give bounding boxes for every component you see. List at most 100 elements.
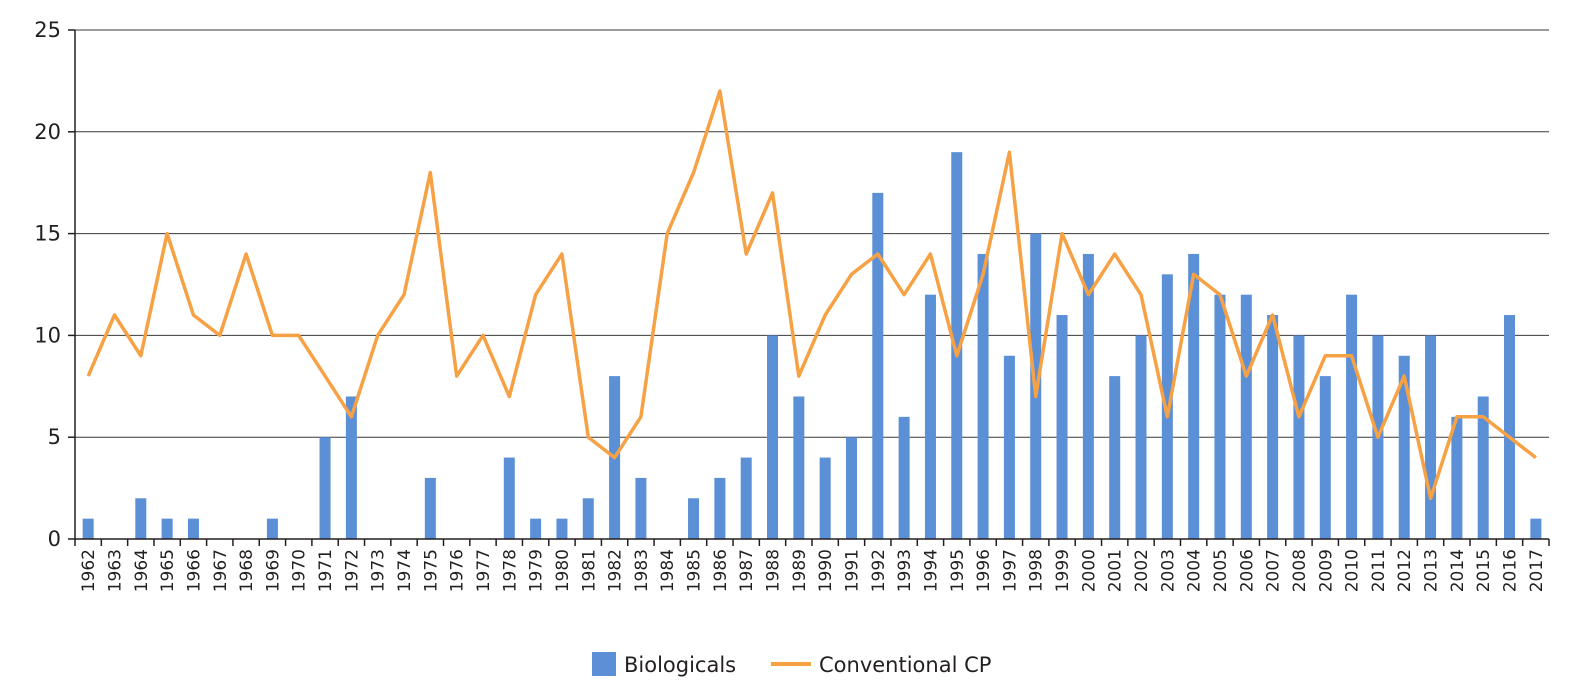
bar-1964 <box>135 498 147 539</box>
x-tick-label: 1989 <box>790 549 810 592</box>
bar-1986 <box>714 477 726 539</box>
x-tick-label: 2011 <box>1369 549 1389 592</box>
x-tick-label: 2000 <box>1079 549 1099 592</box>
x-axis-ticks: 1962 1963 1964 1965 1966 1967 1968 1969 1970 1971… <box>74 539 1550 592</box>
x-tick-label: 1995 <box>948 549 968 592</box>
bar-1990 <box>819 457 831 539</box>
bar-1989 <box>793 396 805 539</box>
bar-1988 <box>767 335 779 539</box>
bar-2008 <box>1293 335 1305 539</box>
legend-label-conventional-cp: Conventional CP <box>819 653 991 677</box>
bar-2016 <box>1504 315 1516 539</box>
x-tick-label: 1998 <box>1027 549 1047 592</box>
x-tick-label: 2002 <box>1132 549 1152 592</box>
bar-1962 <box>82 518 94 539</box>
x-tick-label: 2008 <box>1290 549 1310 592</box>
bar-2005 <box>1214 294 1226 539</box>
x-tick-label: 1990 <box>816 549 836 592</box>
x-tick-label: 2013 <box>1422 549 1442 592</box>
bar-2012 <box>1398 355 1410 539</box>
bar-1980 <box>556 518 568 539</box>
x-tick-label: 1977 <box>474 549 494 592</box>
bar-1997 <box>1003 355 1015 539</box>
x-tick-label: 1976 <box>448 549 468 592</box>
y-tick-label: 20 <box>34 120 61 144</box>
x-tick-label: 1994 <box>921 549 941 592</box>
bar-2010 <box>1346 294 1358 539</box>
x-tick-label: 1996 <box>974 549 994 592</box>
x-tick-label: 2006 <box>1237 549 1257 592</box>
x-tick-label: 1973 <box>369 549 389 592</box>
x-tick-label: 2010 <box>1343 549 1363 592</box>
x-tick-label: 1997 <box>1000 549 1020 592</box>
bar-2003 <box>1161 274 1173 539</box>
x-tick-label: 2004 <box>1185 549 1205 592</box>
bar-2004 <box>1188 253 1200 539</box>
x-tick-label: 1962 <box>79 549 99 592</box>
y-tick-label: 5 <box>48 425 61 449</box>
x-tick-label: 1979 <box>527 549 547 592</box>
bar-1995 <box>951 152 963 539</box>
x-tick-label: 1986 <box>711 549 731 592</box>
bar-1985 <box>688 498 700 539</box>
bar-1979 <box>530 518 542 539</box>
x-tick-label: 1965 <box>158 549 178 592</box>
x-tick-label: 2003 <box>1158 549 1178 592</box>
bar-2001 <box>1109 376 1121 539</box>
bar-1996 <box>977 253 989 539</box>
legend: Biologicals Conventional CP <box>592 652 991 677</box>
x-tick-label: 1963 <box>105 549 125 592</box>
x-tick-label: 2005 <box>1211 549 1231 592</box>
bar-1994 <box>924 294 936 539</box>
bar-1999 <box>1056 315 1068 539</box>
x-tick-label: 2001 <box>1106 549 1126 592</box>
bar-1981 <box>582 498 594 539</box>
bar-1983 <box>635 477 647 539</box>
bar-2006 <box>1240 294 1252 539</box>
x-tick-label: 1971 <box>316 549 336 592</box>
x-tick-label: 1993 <box>895 549 915 592</box>
bar-1993 <box>898 416 910 539</box>
x-tick-label: 1969 <box>263 549 283 592</box>
y-axis-ticks: 0 5 10 15 20 25 <box>34 18 75 551</box>
bar-2000 <box>1082 253 1094 539</box>
x-tick-label: 1964 <box>132 549 152 592</box>
bar-1987 <box>740 457 752 539</box>
x-tick-label: 1966 <box>184 549 204 592</box>
bar-1969 <box>266 518 278 539</box>
x-tick-label: 1981 <box>579 549 599 592</box>
x-tick-label: 1983 <box>632 549 652 592</box>
bar-1975 <box>424 477 436 539</box>
x-tick-label: 2012 <box>1395 549 1415 592</box>
y-tick-label: 0 <box>48 527 61 551</box>
bar-1991 <box>845 437 857 539</box>
x-tick-label: 2009 <box>1316 549 1336 592</box>
y-tick-label: 10 <box>34 323 61 347</box>
x-tick-label: 1975 <box>421 549 441 592</box>
bar-2007 <box>1267 315 1279 539</box>
x-tick-label: 1992 <box>869 549 889 592</box>
x-tick-label: 1985 <box>685 549 705 592</box>
x-tick-label: 1978 <box>500 549 520 592</box>
x-tick-label: 1967 <box>211 549 231 592</box>
bar-2009 <box>1319 376 1331 539</box>
x-tick-label: 1987 <box>737 549 757 592</box>
x-tick-label: 2014 <box>1448 549 1468 592</box>
y-tick-label: 25 <box>34 18 61 42</box>
x-tick-label: 2015 <box>1474 549 1494 592</box>
legend-label-biologicals: Biologicals <box>624 653 736 677</box>
x-tick-label: 2007 <box>1264 549 1284 592</box>
bar-1978 <box>503 457 515 539</box>
bar-1972 <box>345 396 357 539</box>
x-tick-label: 1972 <box>342 549 362 592</box>
legend-swatch-biologicals <box>592 652 616 676</box>
x-tick-label: 2016 <box>1501 549 1521 592</box>
bar-2002 <box>1135 335 1147 539</box>
bar-1966 <box>187 518 199 539</box>
x-tick-label: 2017 <box>1527 549 1547 592</box>
x-tick-label: 1974 <box>395 549 415 592</box>
bar-2015 <box>1477 396 1489 539</box>
line-path <box>86 89 1537 501</box>
x-tick-label: 1991 <box>842 549 862 592</box>
